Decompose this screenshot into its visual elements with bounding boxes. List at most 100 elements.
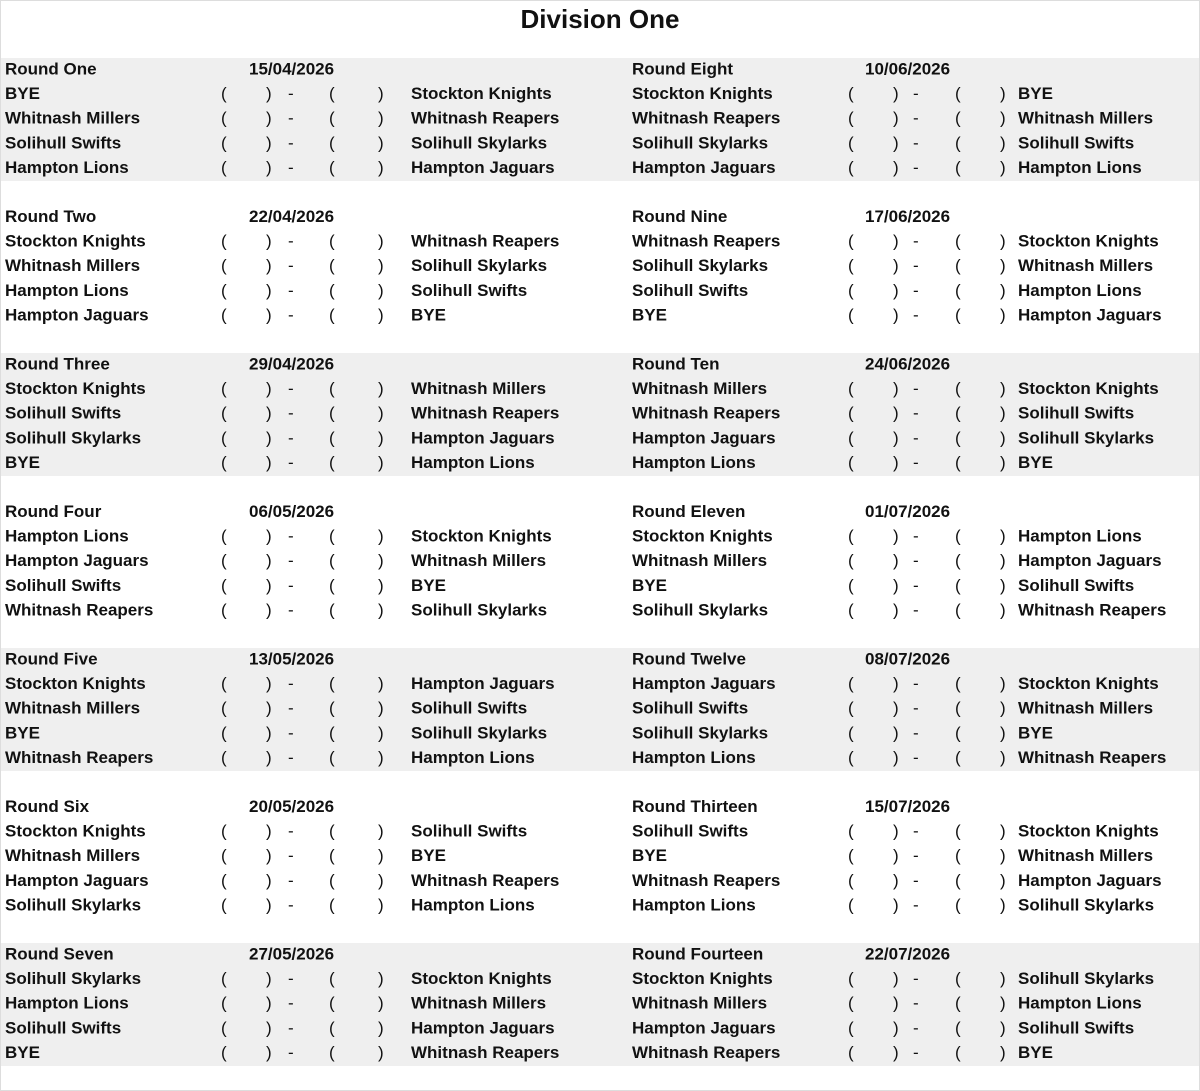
score-open: (	[329, 305, 335, 324]
score-separator: -	[913, 600, 919, 619]
team-name: Solihull Skylarks	[632, 256, 768, 275]
score-close: )	[378, 428, 384, 447]
score-open: (	[221, 576, 227, 595]
team-name: BYE	[632, 305, 667, 324]
score-open: (	[329, 256, 335, 275]
score-close: )	[893, 158, 899, 177]
band	[1, 58, 1199, 181]
team-name: BYE	[632, 846, 667, 865]
score-close: )	[378, 871, 384, 890]
team-name: Whitnash Millers	[411, 994, 546, 1013]
team-name: Whitnash Millers	[1018, 846, 1153, 865]
score-separator: -	[288, 723, 294, 742]
team-name: Hampton Jaguars	[411, 674, 555, 693]
score-separator: -	[288, 232, 294, 251]
score-separator: -	[288, 1043, 294, 1062]
round-date: 15/04/2026	[249, 59, 334, 78]
team-name: Stockton Knights	[5, 232, 146, 251]
score-open: (	[329, 551, 335, 570]
score-close: )	[378, 723, 384, 742]
score-open: (	[848, 84, 854, 103]
score-close: )	[266, 969, 272, 988]
score-close: )	[1000, 576, 1006, 595]
score-separator: -	[913, 84, 919, 103]
score-close: )	[893, 994, 899, 1013]
team-name: Whitnash Millers	[1018, 256, 1153, 275]
score-close: )	[1000, 969, 1006, 988]
team-name: Stockton Knights	[1018, 822, 1159, 841]
round-date: 15/07/2026	[865, 797, 950, 816]
score-open: (	[955, 281, 961, 300]
score-separator: -	[288, 527, 294, 546]
team-name: Hampton Jaguars	[411, 1018, 555, 1037]
score-separator: -	[913, 109, 919, 128]
score-open: (	[329, 723, 335, 742]
team-name: Hampton Lions	[1018, 158, 1142, 177]
score-open: (	[329, 379, 335, 398]
score-close: )	[378, 404, 384, 423]
score-close: )	[378, 453, 384, 472]
score-close: )	[378, 895, 384, 914]
score-open: (	[848, 453, 854, 472]
team-name: Whitnash Reapers	[411, 871, 559, 890]
score-close: )	[893, 379, 899, 398]
score-separator: -	[288, 158, 294, 177]
team-name: Solihull Swifts	[411, 281, 527, 300]
team-name: Hampton Lions	[1018, 527, 1142, 546]
team-name: Hampton Lions	[5, 527, 129, 546]
score-separator: -	[913, 748, 919, 767]
score-separator: -	[288, 600, 294, 619]
score-separator: -	[913, 158, 919, 177]
team-name: Hampton Lions	[411, 895, 535, 914]
score-close: )	[893, 281, 899, 300]
score-separator: -	[288, 133, 294, 152]
score-close: )	[893, 453, 899, 472]
score-close: )	[378, 969, 384, 988]
score-separator: -	[913, 674, 919, 693]
score-open: (	[955, 846, 961, 865]
team-name: Solihull Swifts	[1018, 576, 1134, 595]
score-separator: -	[288, 84, 294, 103]
round-date: 13/05/2026	[249, 649, 334, 668]
score-close: )	[1000, 748, 1006, 767]
team-name: Whitnash Reapers	[5, 600, 153, 619]
score-close: )	[893, 600, 899, 619]
score-close: )	[266, 576, 272, 595]
team-name: Whitnash Reapers	[632, 404, 780, 423]
team-name: Solihull Skylarks	[632, 133, 768, 152]
team-name: Solihull Swifts	[1018, 1018, 1134, 1037]
bands	[1, 58, 1199, 1066]
team-name: Stockton Knights	[632, 969, 773, 988]
score-close: )	[893, 305, 899, 324]
team-name: BYE	[1018, 1043, 1053, 1062]
score-open: (	[329, 84, 335, 103]
score-close: )	[266, 600, 272, 619]
round-date: 22/04/2026	[249, 207, 334, 226]
team-name: Solihull Swifts	[5, 576, 121, 595]
team-name: Hampton Lions	[5, 158, 129, 177]
score-close: )	[893, 969, 899, 988]
score-open: (	[221, 846, 227, 865]
score-separator: -	[913, 1018, 919, 1037]
score-open: (	[955, 674, 961, 693]
score-open: (	[955, 305, 961, 324]
score-separator: -	[913, 822, 919, 841]
score-close: )	[266, 453, 272, 472]
score-open: (	[955, 232, 961, 251]
score-close: )	[893, 822, 899, 841]
team-name: Hampton Jaguars	[5, 305, 149, 324]
round-date: 01/07/2026	[865, 502, 950, 521]
score-open: (	[221, 871, 227, 890]
score-close: )	[1000, 1043, 1006, 1062]
score-separator: -	[913, 576, 919, 595]
team-name: Hampton Jaguars	[1018, 871, 1162, 890]
round-date: 20/05/2026	[249, 797, 334, 816]
score-separator: -	[288, 428, 294, 447]
score-close: )	[266, 871, 272, 890]
score-close: )	[266, 1018, 272, 1037]
team-name: Whitnash Millers	[5, 699, 140, 718]
score-open: (	[848, 895, 854, 914]
score-close: )	[266, 109, 272, 128]
score-open: (	[848, 674, 854, 693]
